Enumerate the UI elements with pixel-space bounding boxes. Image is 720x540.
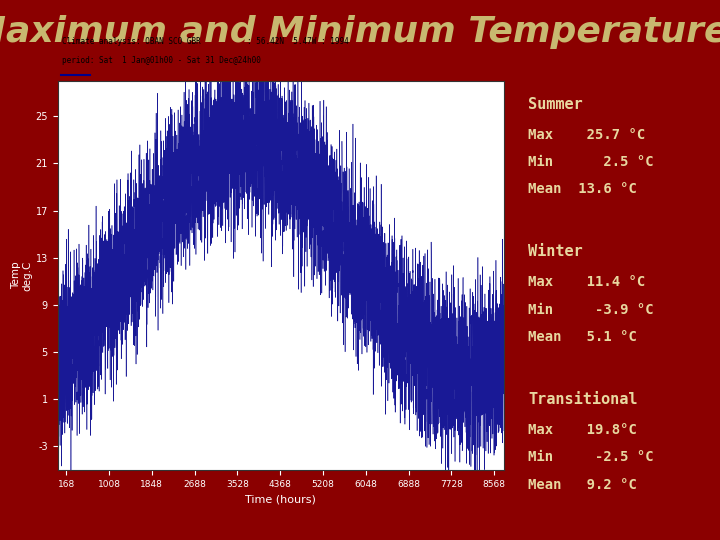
- Text: Max    11.4 °C: Max 11.4 °C: [528, 275, 646, 289]
- Text: Summer: Summer: [528, 97, 583, 112]
- Text: Maximum and Minimum Temperatures: Maximum and Minimum Temperatures: [0, 16, 720, 49]
- Text: Mean   5.1 °C: Mean 5.1 °C: [528, 330, 637, 344]
- Text: Transitional: Transitional: [528, 392, 638, 407]
- Text: Mean  13.6 °C: Mean 13.6 °C: [528, 182, 637, 196]
- Text: Max    19.8°C: Max 19.8°C: [528, 423, 637, 437]
- Text: Winter: Winter: [528, 244, 583, 259]
- Text: Min     -3.9 °C: Min -3.9 °C: [528, 302, 654, 316]
- Text: Min      2.5 °C: Min 2.5 °C: [528, 155, 654, 169]
- Text: Max    25.7 °C: Max 25.7 °C: [528, 127, 646, 141]
- X-axis label: Time (hours): Time (hours): [246, 494, 316, 504]
- Text: Climate analysis: OBAN SCO GBR          : 56.42N  5.47W : 1994: Climate analysis: OBAN SCO GBR : 56.42N …: [62, 37, 348, 46]
- Text: period: Sat  1 Jan@01h00 - Sat 31 Dec@24h00: period: Sat 1 Jan@01h00 - Sat 31 Dec@24h…: [62, 57, 261, 65]
- Text: Min     -2.5 °C: Min -2.5 °C: [528, 450, 654, 464]
- Y-axis label: Temp
deg.C: Temp deg.C: [11, 260, 32, 291]
- Text: Mean   9.2 °C: Mean 9.2 °C: [528, 477, 637, 491]
